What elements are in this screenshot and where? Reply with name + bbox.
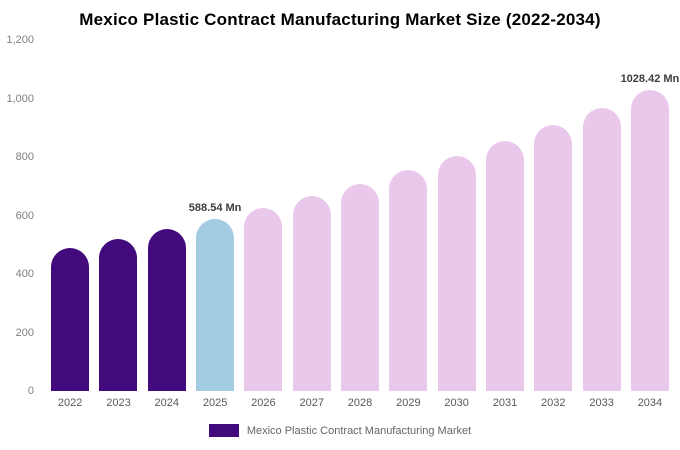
bar-column-2030	[433, 40, 481, 391]
data-label-2034: 1028.42 Mn	[620, 73, 680, 86]
x-tick-label-2024: 2024	[154, 397, 180, 409]
legend-label: Mexico Plastic Contract Manufacturing Ma…	[246, 424, 472, 437]
bar-2028[interactable]	[341, 183, 380, 391]
y-tick-label: 800	[15, 151, 34, 163]
bar-column-2025: 588.54 Mn	[188, 40, 242, 391]
bar-column-2023	[94, 40, 142, 391]
x-tick-label-2025: 2025	[202, 397, 228, 409]
y-tick-label: 400	[15, 268, 34, 280]
bar-column-2026	[239, 40, 287, 391]
x-tick-label-2032: 2032	[541, 397, 566, 409]
x-axis: 2022 2023 2024 2025 2026 2027 2028 2029 2030 2031…	[46, 397, 674, 409]
x-tick-label-2026: 2026	[251, 397, 276, 409]
bar-2024[interactable]	[147, 229, 186, 391]
bar-2027[interactable]	[292, 196, 331, 391]
y-tick-label: 1,000	[6, 92, 34, 105]
y-tick-label: 0	[27, 385, 34, 397]
bar-2031[interactable]	[485, 141, 524, 391]
bar-column-2032	[529, 40, 577, 391]
data-label-2025: 588.54 Mn	[188, 201, 242, 214]
x-tick-label-2033: 2033	[589, 397, 614, 409]
y-tick-label: 200	[15, 326, 34, 339]
bar-2026[interactable]	[244, 207, 283, 391]
bar-column-2029	[384, 40, 432, 391]
chart-title: Mexico Plastic Contract Manufacturing Ma…	[79, 10, 601, 29]
x-tick-label-2028: 2028	[347, 397, 373, 409]
x-tick-label-2031: 2031	[492, 397, 518, 409]
x-tick-label-2034: 2034	[637, 397, 663, 409]
bar-2022[interactable]	[51, 247, 90, 391]
x-tick-label-2027: 2027	[299, 397, 324, 409]
legend[interactable]: Mexico Plastic Contract Manufacturing Ma…	[0, 424, 680, 437]
y-tick-label: 600	[15, 209, 34, 222]
legend-swatch	[208, 424, 239, 437]
bar-2034[interactable]	[630, 90, 669, 391]
x-tick-label-2023: 2023	[106, 397, 131, 409]
bar-column-2024	[143, 40, 191, 391]
bar-2029[interactable]	[389, 170, 428, 391]
bar-2030[interactable]	[437, 156, 476, 391]
bar-2033[interactable]	[582, 108, 621, 391]
bar-column-2028	[336, 40, 384, 391]
x-tick-label-2030: 2030	[444, 397, 469, 409]
bar-2025[interactable]	[196, 218, 235, 391]
y-tick-label: 1,200	[6, 34, 34, 46]
bar-column-2027	[288, 40, 336, 391]
plot-area: 0 200 400 600 800 1,000 1,200 588.54 Mn 1028.42…	[6, 34, 679, 397]
bar-2032[interactable]	[534, 125, 573, 391]
bar-2023[interactable]	[99, 238, 138, 391]
x-tick-label-2029: 2029	[396, 397, 421, 409]
bar-column-2022	[46, 40, 94, 391]
bar-column-2033	[577, 40, 625, 391]
x-tick-label-2022: 2022	[57, 397, 83, 409]
bar-column-2034: 1028.42 Mn	[621, 40, 679, 391]
bar-column-2031	[481, 40, 529, 391]
y-axis: 0 200 400 600 800 1,000 1,200	[0, 34, 40, 397]
bars-row: 588.54 Mn 1028.42 Mn	[46, 40, 679, 391]
